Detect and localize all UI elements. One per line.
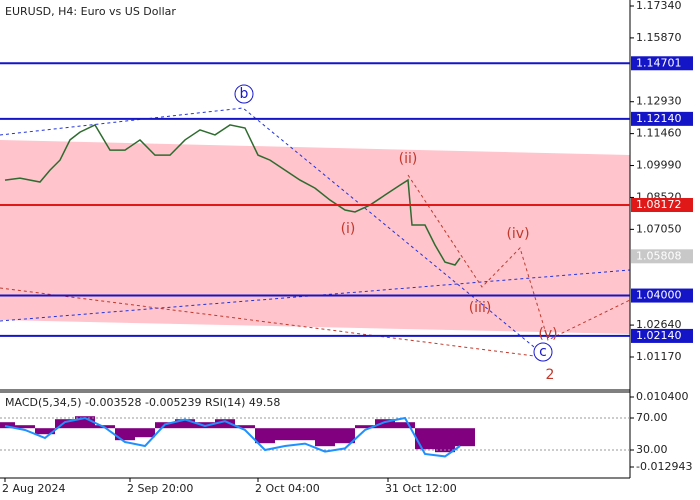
macd-bar: [135, 428, 155, 438]
y-tick-label: 1.12930: [636, 95, 682, 108]
price-tag-label: 1.05808: [636, 249, 682, 262]
macd-bar: [75, 416, 95, 429]
level-tag: [631, 197, 693, 212]
level-tag: [631, 288, 693, 303]
level-tag: [631, 56, 693, 71]
wave-label: b: [240, 86, 249, 102]
macd-bar: [455, 428, 475, 447]
macd-bar: [415, 428, 435, 450]
y-tick-label: -0.012943: [636, 460, 692, 473]
macd-bar: [175, 419, 195, 429]
y-tick-label: 1.15870: [636, 31, 682, 44]
macd-bar: [215, 419, 235, 429]
macd-bar: [15, 425, 35, 429]
wave-circle: [234, 84, 254, 104]
channel-band: [0, 140, 630, 334]
macd-bar: [235, 425, 255, 429]
macd-bar: [395, 422, 415, 429]
y-tick-label: 1.01170: [636, 350, 682, 363]
wave-label: 2: [546, 367, 555, 383]
price-line: [4, 123, 461, 266]
wave-circle: [533, 342, 553, 362]
level-label: 1.02140: [636, 329, 682, 342]
y-tick-label: 1.11460: [636, 127, 682, 140]
level-label: 1.14701: [636, 56, 682, 69]
red-trend: [0, 287, 551, 359]
wave-lines: [0, 107, 631, 359]
wave-label: (ii): [399, 151, 418, 167]
wave-label: (v): [538, 326, 557, 342]
x-tick-label: 2 Oct 04:00: [255, 482, 320, 495]
macd-bar: [35, 428, 55, 435]
level-label: 1.12140: [636, 112, 682, 125]
level-tag: [631, 111, 693, 126]
blue-wave: [0, 107, 546, 357]
x-tick-label: 2 Aug 2024: [2, 482, 65, 495]
red-wave: [407, 174, 631, 341]
macd-bar: [55, 419, 75, 429]
macd-bar: [335, 428, 355, 444]
rsi-line: [4, 416, 461, 458]
macd-bar: [275, 428, 295, 441]
macd-bar: [315, 428, 335, 447]
y-tick-label: 0.010400: [636, 390, 689, 403]
x-tick-label: 31 Oct 12:00: [385, 482, 457, 495]
level-label: 1.04000: [636, 289, 682, 302]
macd-bar: [295, 428, 315, 441]
macd-bar: [255, 428, 275, 444]
chart-title: EURUSD, H4: Euro vs US Dollar: [5, 5, 176, 18]
x-tick-label: 2 Sep 20:00: [127, 482, 193, 495]
macd-bar: [0, 422, 15, 429]
wave-label: c: [539, 344, 547, 360]
macd-bar: [115, 428, 135, 441]
y-tick-label: 1.07050: [636, 222, 682, 235]
wave-label: (iii): [469, 300, 492, 316]
indicator-title: MACD(5,34,5) -0.003528 -0.005239 RSI(14)…: [5, 396, 280, 409]
y-tick-label: 30.00: [636, 443, 668, 456]
macd-bar: [435, 428, 455, 453]
macd-bar: [375, 419, 395, 429]
y-tick-label: 1.09990: [636, 159, 682, 172]
wave-label: (iv): [506, 226, 529, 242]
macd-bar: [355, 425, 375, 429]
level-tag: [631, 328, 693, 343]
price-tag: [631, 249, 693, 264]
wave-label: (i): [341, 221, 356, 237]
level-label: 1.08172: [636, 198, 682, 211]
y-tick-label: 70.00: [636, 411, 668, 424]
y-tick-label: 1.02640: [636, 318, 682, 331]
y-tick-label: 1.17340: [636, 0, 682, 12]
